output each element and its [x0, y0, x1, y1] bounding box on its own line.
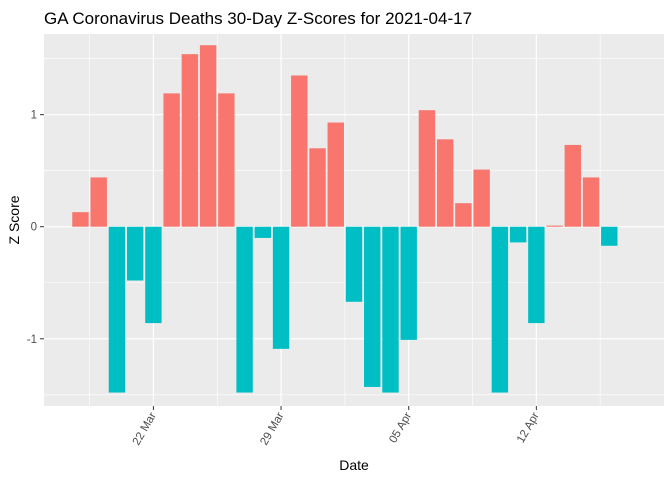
y-tick-label: 1	[31, 110, 37, 122]
bar	[418, 110, 436, 227]
bar	[272, 226, 290, 349]
y-tick-label: -1	[27, 334, 37, 346]
x-axis: 22 Mar 29 Mar 05 Apr 12 Apr	[131, 406, 542, 448]
y-tick-label: 0	[31, 222, 37, 234]
bar	[546, 225, 563, 227]
bar	[236, 226, 253, 393]
bars	[72, 45, 618, 393]
bar	[199, 45, 217, 227]
bar	[254, 226, 272, 238]
bar	[601, 226, 618, 246]
bar	[163, 93, 180, 227]
bar	[345, 226, 363, 302]
bar	[400, 226, 417, 340]
bar	[491, 226, 509, 393]
bar	[90, 177, 107, 227]
y-axis-title: Z Score	[6, 195, 22, 244]
x-tick-label: 12 Apr	[515, 410, 542, 445]
bar	[309, 148, 326, 227]
bar	[145, 226, 162, 324]
bar	[564, 144, 582, 227]
bar	[126, 226, 144, 281]
bar	[382, 226, 399, 393]
chart-title: GA Coronavirus Deaths 30-Day Z-Scores fo…	[44, 9, 472, 28]
x-axis-title: Date	[339, 457, 369, 473]
bar	[436, 139, 454, 227]
bar	[582, 177, 600, 227]
x-tick-label: 05 Apr	[387, 410, 414, 445]
bar	[181, 54, 199, 227]
bar	[327, 122, 344, 227]
bar	[473, 169, 490, 227]
bar	[509, 226, 527, 243]
plot-panel	[44, 34, 664, 406]
bar	[108, 226, 126, 393]
bar	[364, 226, 381, 387]
bar	[455, 203, 472, 227]
y-axis: -1 0 1	[27, 110, 44, 346]
x-tick-label: 22 Mar	[131, 410, 159, 447]
bar	[528, 226, 545, 324]
x-tick-label: 29 Mar	[258, 410, 286, 447]
bar	[218, 93, 235, 227]
bar	[72, 212, 89, 227]
bar	[291, 75, 308, 227]
